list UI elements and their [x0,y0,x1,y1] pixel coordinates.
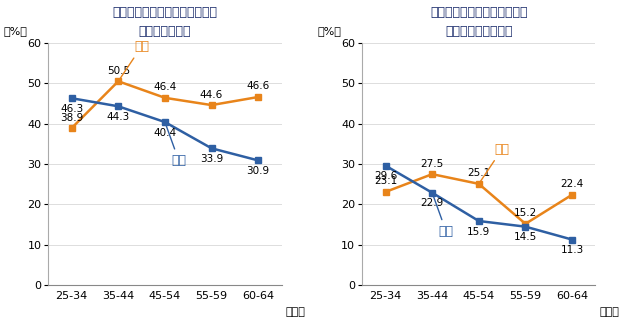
Title: 過去１年間に、仕事にかかわる
自己啓発をした: 過去１年間に、仕事にかかわる 自己啓発をした [112,5,218,37]
Y-axis label: （%）: （%） [4,26,28,36]
Text: 38.9: 38.9 [60,112,83,122]
Text: 11.3: 11.3 [561,245,584,255]
Text: 25.1: 25.1 [467,168,491,178]
Text: 15.9: 15.9 [467,226,491,236]
Text: 40.4: 40.4 [153,128,176,138]
Text: 22.4: 22.4 [561,179,584,189]
Text: 46.4: 46.4 [153,82,176,92]
Text: 44.3: 44.3 [107,112,130,122]
Text: 27.5: 27.5 [421,159,444,169]
Text: （歳）: （歳） [286,307,306,318]
Text: 14.5: 14.5 [514,232,537,242]
Text: 女性: 女性 [120,40,149,79]
Text: 50.5: 50.5 [107,66,130,76]
Text: 15.2: 15.2 [514,208,537,218]
Text: 29.6: 29.6 [374,171,397,181]
Text: 30.9: 30.9 [247,166,270,176]
Text: 22.9: 22.9 [421,198,444,208]
Text: 46.6: 46.6 [247,81,270,91]
Text: 44.6: 44.6 [200,89,223,99]
Text: 46.3: 46.3 [60,104,83,114]
Text: 女性: 女性 [481,142,509,182]
Title: 過去１年間に、新たに学んだ
仕事知識技能がある: 過去１年間に、新たに学んだ 仕事知識技能がある [430,5,528,37]
Text: （歳）: （歳） [599,307,619,318]
Text: 男性: 男性 [433,195,454,238]
Y-axis label: （%）: （%） [318,26,341,36]
Text: 男性: 男性 [166,125,186,167]
Text: 33.9: 33.9 [200,154,223,164]
Text: 23.1: 23.1 [374,176,397,186]
